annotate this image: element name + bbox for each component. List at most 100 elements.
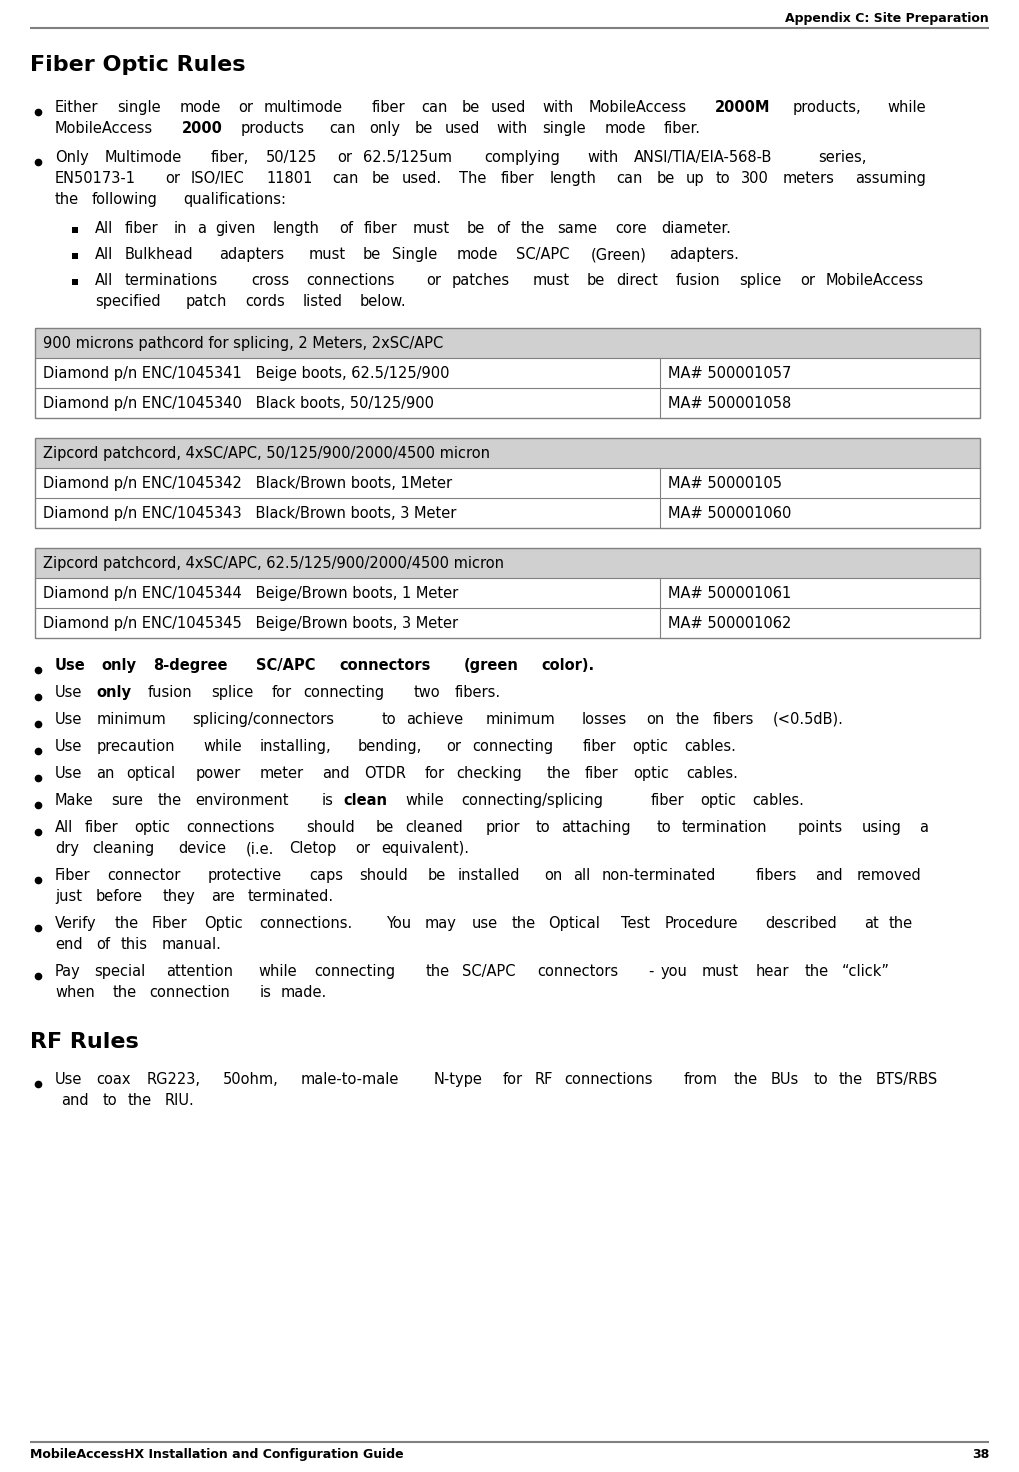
Text: caps: caps: [309, 868, 343, 883]
Text: or: or: [165, 171, 180, 185]
Text: attention: attention: [166, 964, 233, 979]
Text: MobileAccess: MobileAccess: [589, 100, 687, 115]
Text: of: of: [496, 221, 511, 236]
Text: Verify: Verify: [55, 916, 97, 930]
Text: RG223,: RG223,: [147, 1072, 201, 1086]
Text: manual.: manual.: [161, 938, 221, 952]
Text: meters: meters: [783, 171, 835, 185]
Text: to: to: [103, 1094, 117, 1108]
Text: the: the: [734, 1072, 758, 1086]
Text: be: be: [586, 272, 604, 289]
Text: while: while: [259, 964, 298, 979]
Text: 2000M: 2000M: [715, 100, 770, 115]
Text: minimum: minimum: [96, 712, 166, 727]
Text: can: can: [616, 171, 643, 185]
Text: 62.5/125um: 62.5/125um: [363, 150, 452, 165]
Text: and: and: [323, 765, 351, 782]
Text: products,: products,: [793, 100, 861, 115]
Text: the: the: [512, 916, 535, 930]
Text: below.: below.: [360, 294, 407, 309]
Text: the: the: [805, 964, 828, 979]
Text: be: be: [428, 868, 446, 883]
Text: while: while: [406, 793, 444, 808]
Text: fiber: fiber: [584, 765, 618, 782]
Text: 50/125: 50/125: [266, 150, 317, 165]
Text: clean: clean: [343, 793, 387, 808]
Text: mode: mode: [604, 121, 646, 135]
Text: SC/APC: SC/APC: [463, 964, 516, 979]
Bar: [72, 280, 78, 286]
Text: be: be: [462, 100, 480, 115]
Text: Diamond p/n ENC/1045344   Beige/Brown boots, 1 Meter: Diamond p/n ENC/1045344 Beige/Brown boot…: [43, 586, 459, 601]
Text: fibers: fibers: [755, 868, 797, 883]
Text: the: the: [520, 221, 544, 236]
Text: equivalent).: equivalent).: [381, 841, 469, 857]
Text: two: two: [414, 684, 440, 701]
Text: or: or: [426, 272, 441, 289]
Text: be: be: [363, 247, 381, 262]
Text: MobileAccessHX Installation and Configuration Guide: MobileAccessHX Installation and Configur…: [30, 1448, 404, 1462]
Text: Appendix C: Site Preparation: Appendix C: Site Preparation: [786, 12, 989, 25]
Text: connectors: connectors: [537, 964, 619, 979]
Text: the: the: [127, 1094, 152, 1108]
Text: achieve: achieve: [407, 712, 464, 727]
Text: on: on: [544, 868, 562, 883]
Text: dry: dry: [55, 841, 79, 857]
Text: described: described: [765, 916, 837, 930]
Text: series,: series,: [818, 150, 867, 165]
Text: installed: installed: [458, 868, 520, 883]
Text: MobileAccess: MobileAccess: [55, 121, 153, 135]
Text: only: only: [101, 658, 137, 673]
Text: products: products: [240, 121, 305, 135]
Text: environment: environment: [195, 793, 288, 808]
Text: splicing/connectors: splicing/connectors: [193, 712, 334, 727]
Text: Use: Use: [55, 1072, 83, 1086]
Text: with: with: [496, 121, 527, 135]
Text: SC/APC: SC/APC: [517, 247, 570, 262]
Text: before: before: [96, 889, 143, 904]
Text: direct: direct: [615, 272, 657, 289]
Text: used.: used.: [401, 171, 441, 185]
Text: following: following: [92, 191, 158, 208]
Text: Optic: Optic: [204, 916, 243, 930]
Text: Only: Only: [55, 150, 89, 165]
Text: be: be: [415, 121, 433, 135]
Text: qualifications:: qualifications:: [183, 191, 286, 208]
Text: Either: Either: [55, 100, 99, 115]
Text: MA# 500001060: MA# 500001060: [668, 506, 792, 521]
Text: Optical: Optical: [548, 916, 600, 930]
Text: RIU.: RIU.: [164, 1094, 195, 1108]
Text: EN50173-1: EN50173-1: [55, 171, 136, 185]
Text: to: to: [536, 820, 550, 835]
Text: fiber: fiber: [124, 221, 158, 236]
Text: to: to: [715, 171, 731, 185]
Text: Pay: Pay: [55, 964, 81, 979]
Text: or: or: [238, 100, 254, 115]
Text: may: may: [424, 916, 457, 930]
Text: MA# 500001058: MA# 500001058: [668, 396, 791, 411]
Text: MA# 500001062: MA# 500001062: [668, 615, 792, 631]
Text: checking: checking: [457, 765, 522, 782]
Text: cleaning: cleaning: [92, 841, 154, 857]
Text: only: only: [369, 121, 399, 135]
Text: length: length: [273, 221, 320, 236]
Text: device: device: [178, 841, 226, 857]
Text: installing,: installing,: [260, 739, 331, 754]
Text: terminations: terminations: [124, 272, 218, 289]
Text: used: used: [444, 121, 480, 135]
Text: RF: RF: [534, 1072, 552, 1086]
Text: 900 microns pathcord for splicing, 2 Meters, 2xSC/APC: 900 microns pathcord for splicing, 2 Met…: [43, 336, 443, 350]
Text: connection: connection: [150, 985, 230, 999]
Text: only: only: [96, 684, 131, 701]
Text: fibers: fibers: [713, 712, 754, 727]
Bar: [35, 548, 980, 637]
Text: hear: hear: [755, 964, 789, 979]
Text: connecting/splicing: connecting/splicing: [462, 793, 603, 808]
Text: fiber: fiber: [651, 793, 685, 808]
Text: while: while: [204, 739, 243, 754]
Text: connections: connections: [564, 1072, 652, 1086]
Text: on: on: [646, 712, 664, 727]
Text: precaution: precaution: [96, 739, 175, 754]
Text: with: with: [588, 150, 619, 165]
Text: be: be: [375, 820, 393, 835]
